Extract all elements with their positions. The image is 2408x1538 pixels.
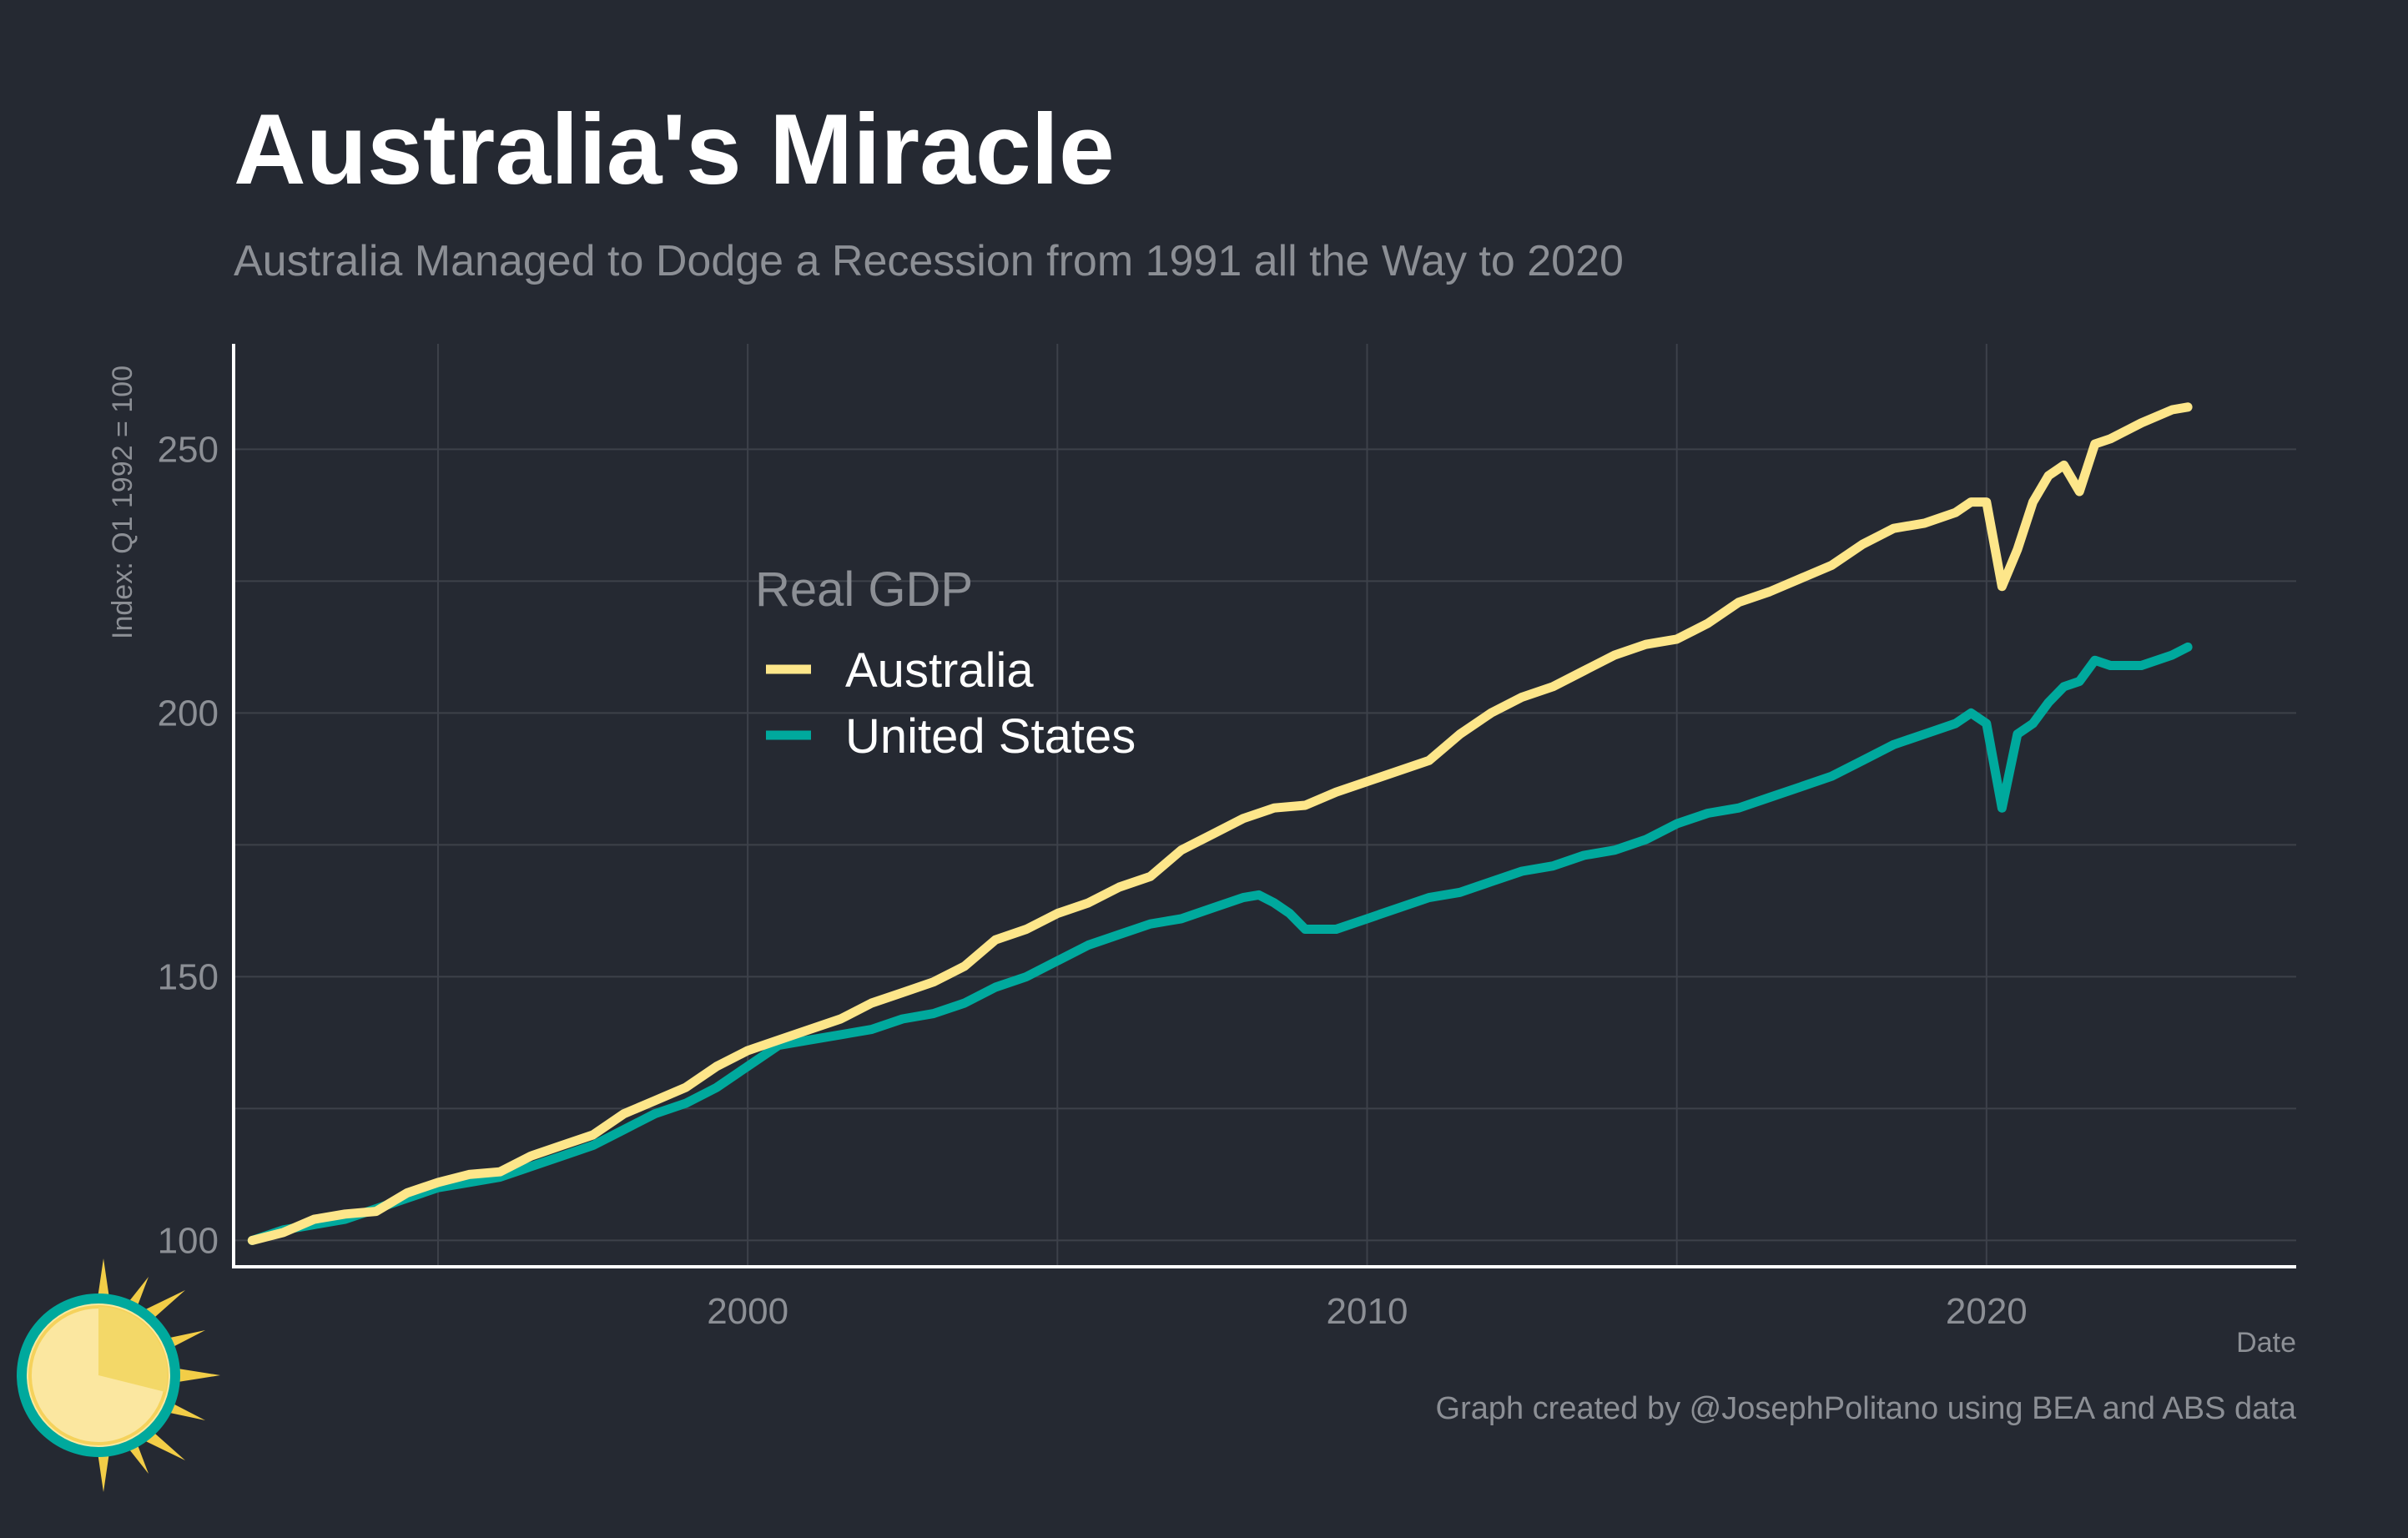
legend-label-united-states: United States — [845, 709, 1136, 764]
series-line-united-states — [247, 642, 2193, 1245]
y-tick-label: 150 — [158, 956, 219, 997]
gridlines — [234, 344, 2296, 1267]
sun-icon — [17, 1258, 220, 1492]
axes — [232, 344, 2296, 1268]
x-tick-label: 2010 — [1327, 1291, 1408, 1332]
series-lines — [247, 402, 2193, 1245]
x-tick-label: 2000 — [707, 1291, 788, 1332]
caption: Graph created by @JosephPolitano using B… — [1436, 1391, 2297, 1426]
x-axis-title: Date — [2236, 1327, 2296, 1359]
series-line-australia — [247, 402, 2193, 1245]
legend: Real GDP Australia United States — [755, 562, 1136, 764]
chart-title: Australia's Miracle — [234, 93, 1115, 205]
legend-label-australia: Australia — [845, 643, 1034, 698]
chart-subtitle: Australia Managed to Dodge a Recession f… — [234, 237, 1624, 285]
y-axis-title: Index: Q1 1992 = 100 — [107, 366, 139, 639]
tick-labels: 100 150 200 250 2000 2010 2020 — [158, 429, 2028, 1332]
x-tick-label: 2020 — [1946, 1291, 2028, 1332]
legend-title: Real GDP — [755, 562, 973, 617]
y-tick-label: 250 — [158, 429, 219, 470]
y-tick-label: 200 — [158, 693, 219, 734]
y-tick-label: 100 — [158, 1220, 219, 1261]
